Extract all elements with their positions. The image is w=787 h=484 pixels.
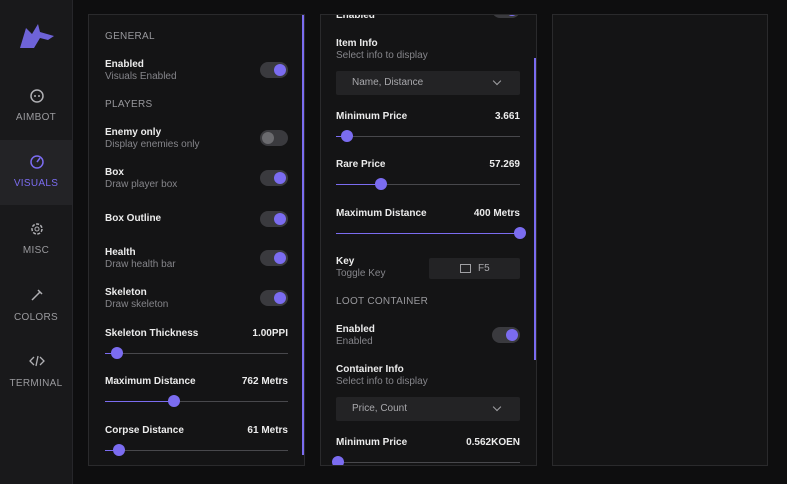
toggle[interactable] <box>260 250 288 266</box>
panel-2-scrollbar <box>534 58 536 360</box>
slider-fill <box>336 184 381 185</box>
toggle-knob <box>506 15 518 16</box>
toggle[interactable] <box>260 211 288 227</box>
section-header: PLAYERS <box>105 99 153 110</box>
toggle-knob <box>274 292 286 304</box>
setting-value: 400 Metrs <box>473 208 520 219</box>
setting-value: 61 Metrs <box>247 425 288 436</box>
setting-label: Skeleton <box>105 287 147 298</box>
toggle-knob <box>274 252 286 264</box>
setting-description: Visuals Enabled <box>105 71 177 82</box>
slider-fill <box>105 450 119 451</box>
setting-label: Minimum Price <box>336 437 408 448</box>
setting-description: Draw skeleton <box>105 299 169 310</box>
nav-icon <box>31 289 43 301</box>
setting-label: Corpse Distance <box>105 425 184 436</box>
setting-value: 57.269 <box>489 159 520 170</box>
nav-item[interactable]: MISC <box>22 245 50 256</box>
slider-knob[interactable] <box>341 130 353 142</box>
slider-knob[interactable] <box>514 227 526 239</box>
setting-label: Box <box>105 167 124 178</box>
toggle[interactable] <box>260 62 288 78</box>
toggle-knob <box>274 64 286 76</box>
panel-1-scrollbar <box>302 15 304 455</box>
dropdown-value: Name, Distance <box>352 77 424 88</box>
setting-description: Select info to display <box>336 376 428 387</box>
dropdown-value: Price, Count <box>352 403 408 414</box>
logo <box>20 24 54 48</box>
nav-icon <box>30 89 44 103</box>
setting-label: Rare Price <box>336 159 386 170</box>
slider-knob[interactable] <box>332 456 344 465</box>
toggle-knob <box>274 213 286 225</box>
dropdown-arrow <box>492 76 502 86</box>
setting-label: Minimum Price <box>336 111 408 122</box>
setting-value: 1.00PPI <box>252 328 288 339</box>
slider-knob[interactable] <box>375 178 387 190</box>
slider-fill <box>336 233 520 234</box>
setting-description: Draw player box <box>105 179 178 190</box>
setting-value: 3.661 <box>494 111 520 122</box>
nav-item[interactable]: COLORS <box>13 312 59 323</box>
slider-knob[interactable] <box>111 347 123 359</box>
setting-label: Enabled <box>105 59 144 70</box>
settings-panel: Enabled Item Info Select info to display Na… <box>320 14 537 466</box>
key-value: F5 <box>478 263 490 274</box>
toggle[interactable] <box>492 327 520 343</box>
sidebar <box>0 0 73 484</box>
slider-knob[interactable] <box>113 444 125 456</box>
setting-label: Enemy only <box>105 127 162 138</box>
setting-value: 762 Metrs <box>241 376 288 387</box>
setting-description: Select info to display <box>336 50 428 61</box>
setting-description: Draw health bar <box>105 259 176 270</box>
toggle[interactable] <box>492 15 520 18</box>
nav-item[interactable]: AIMBOT <box>15 112 57 123</box>
toggle[interactable] <box>260 170 288 186</box>
setting-description: Toggle Key <box>336 268 386 279</box>
toggle-knob <box>506 329 518 341</box>
nav-item[interactable]: TERMINAL <box>9 378 63 389</box>
setting-label: Enabled <box>336 324 375 335</box>
dropdown[interactable]: Name, Distance <box>336 71 520 95</box>
nav-icon <box>29 355 45 367</box>
slider-track <box>105 450 288 451</box>
slider-fill <box>105 401 174 402</box>
setting-value: 0.562KOEN <box>466 437 520 448</box>
setting-label: Enabled <box>336 14 375 21</box>
slider-knob[interactable] <box>168 395 180 407</box>
nav-icon <box>31 223 43 235</box>
setting-label: Health <box>105 247 136 258</box>
setting-label: Key <box>336 256 355 267</box>
setting-label: Container Info <box>336 364 404 375</box>
dropdown-arrow <box>492 402 502 412</box>
nav-icon <box>30 155 44 169</box>
setting-description: Enabled <box>336 336 373 347</box>
setting-label: Skeleton Thickness <box>105 328 199 339</box>
toggle[interactable] <box>260 290 288 306</box>
slider-track <box>336 136 520 137</box>
section-header: LOOT CONTAINER <box>336 296 429 307</box>
slider-track <box>105 401 288 402</box>
slider-track <box>105 353 288 354</box>
key-icon <box>460 264 471 273</box>
nav-item[interactable]: VISUALS <box>13 178 59 189</box>
settings-panel <box>552 14 768 466</box>
toggle[interactable] <box>260 130 288 146</box>
slider-track <box>336 462 520 463</box>
key-button[interactable]: F5 <box>429 258 520 279</box>
setting-label: Maximum Distance <box>105 376 196 387</box>
setting-label: Box Outline <box>105 213 162 224</box>
settings-panel: GENERAL Enabled Visuals Enabled PLAYERS Enem… <box>88 14 305 466</box>
slider-track <box>336 184 520 185</box>
toggle-knob <box>262 132 274 144</box>
setting-description: Display enemies only <box>105 139 200 150</box>
dropdown[interactable]: Price, Count <box>336 397 520 421</box>
setting-label: Maximum Distance <box>336 208 427 219</box>
nav-active-bg <box>0 140 72 205</box>
setting-label: Item Info <box>336 38 378 49</box>
section-header: GENERAL <box>105 31 155 42</box>
toggle-knob <box>274 172 286 184</box>
